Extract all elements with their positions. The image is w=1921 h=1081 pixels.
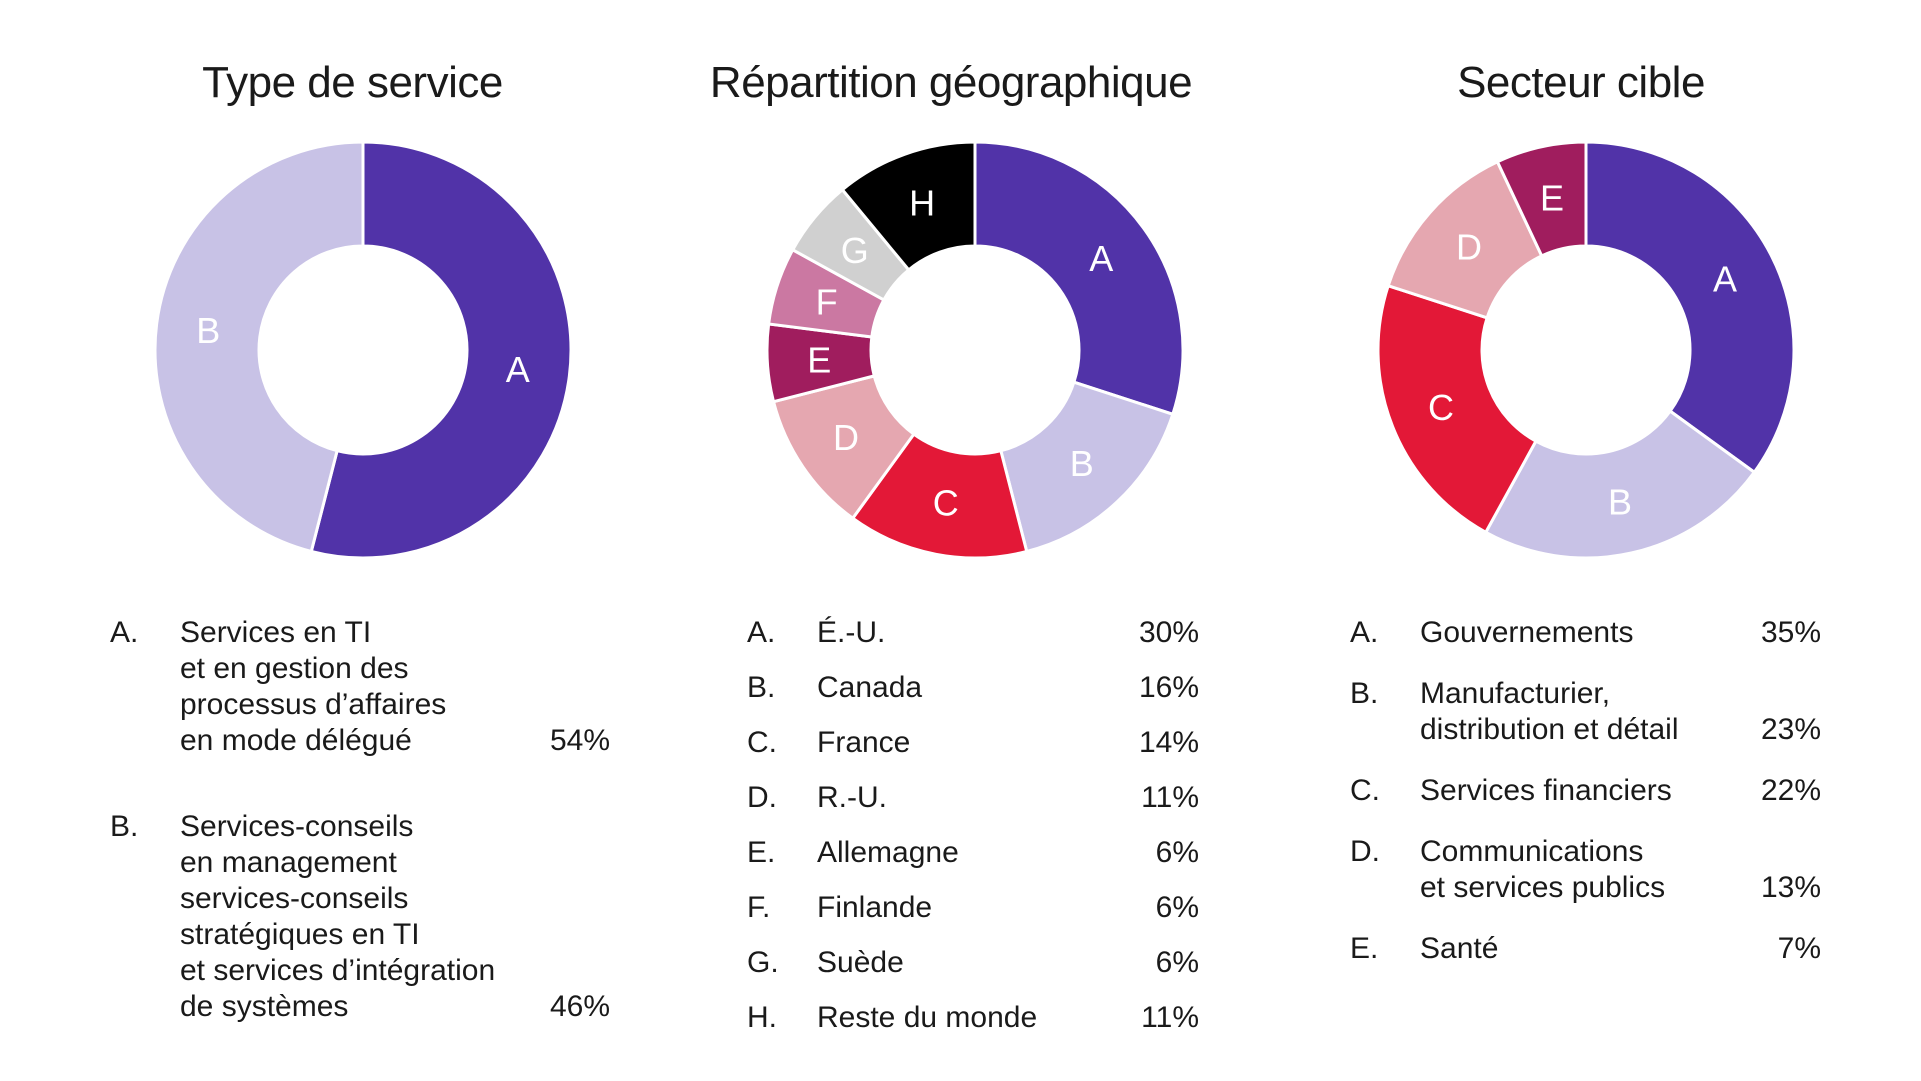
legend-percent: 11%	[1141, 1001, 1199, 1034]
legend-letter: A.	[110, 616, 139, 649]
legend-letter: B.	[110, 810, 139, 843]
legend-letter: E.	[1350, 932, 1379, 965]
chart-title: Secteur cible	[1457, 58, 1705, 107]
legend-label: Reste du monde	[817, 1001, 1038, 1034]
slice-d	[1386, 159, 1544, 320]
legend-row: B. Manufacturier, distribution et détail 2…	[1350, 676, 1821, 748]
slice-label-c: C	[1428, 387, 1454, 428]
legend-letter: C.	[747, 726, 777, 759]
legend-label: Services en TI et en gestion des process…	[180, 616, 447, 757]
legend-percent: 23%	[1760, 713, 1821, 746]
legend-row: A. Gouvernements 35%	[1350, 615, 1821, 651]
slice-b	[1483, 409, 1757, 560]
slice-a	[1584, 140, 1796, 475]
legend-label: R.-U.	[817, 781, 887, 814]
legend-percent: 46%	[549, 990, 610, 1023]
slice-label-g: G	[841, 230, 869, 271]
legend-label: Suède	[817, 946, 904, 979]
legend-row: F. Finlande 6%	[747, 890, 1199, 926]
slice-label-e: E	[1540, 177, 1564, 218]
slice-a	[973, 140, 1185, 417]
slice-label-f: F	[816, 281, 838, 322]
legend-letter: D.	[1350, 835, 1380, 868]
legend-row: A. Services en TI et en gestion des proce…	[110, 615, 610, 759]
legend-label: Canada	[817, 671, 923, 704]
legend-label: Gouvernements	[1420, 616, 1634, 649]
slice-label-d: D	[1456, 226, 1482, 267]
chart-legend: A. Services en TI et en gestion des proce…	[110, 615, 610, 1035]
slice-label-h: H	[909, 183, 935, 224]
legend-label: Services financiers	[1420, 774, 1672, 807]
legend-label: France	[817, 726, 911, 759]
legend-label: Finlande	[817, 891, 933, 924]
legend-row: D. Communications et services publics 13%	[1350, 834, 1821, 906]
legend-percent: 16%	[1138, 671, 1199, 704]
legend-row: B. Services-conseils en management servic…	[110, 809, 610, 1025]
slice-e	[1495, 140, 1588, 258]
legend-letter: C.	[1350, 774, 1380, 807]
chart-title: Type de service	[202, 58, 503, 107]
legend-percent: 6%	[1155, 836, 1199, 869]
legend-percent: 7%	[1777, 932, 1821, 965]
legend-percent: 35%	[1760, 616, 1821, 649]
legend-letter: A.	[747, 616, 776, 649]
slice-b	[153, 140, 365, 554]
legend-percent: 13%	[1760, 871, 1821, 904]
donut-chart: A B C D E	[1376, 140, 1796, 560]
slice-label-d: D	[833, 417, 859, 458]
chart-legend: A. Gouvernements 35% B. Manufacturier, distr…	[1350, 615, 1821, 1015]
legend-percent: 54%	[549, 724, 610, 757]
legend-label: Services-conseils en management services…	[180, 810, 496, 1023]
slice-b	[999, 380, 1175, 554]
legend-percent: 22%	[1760, 774, 1821, 807]
legend-row: B. Canada 16%	[747, 670, 1199, 706]
donut-chart: AB	[153, 140, 573, 560]
legend-row: H. Reste du monde 11%	[747, 1000, 1199, 1036]
legend-row: C. France 14%	[747, 725, 1199, 761]
slice-h	[840, 140, 977, 272]
legend-row: E. Santé 7%	[1350, 931, 1821, 967]
legend-percent: 14%	[1138, 726, 1199, 759]
slice-label-c: C	[933, 483, 959, 524]
chart-legend: A. É.-U. 30% B. Canada 16% C. France 14% D. R.-U. 1…	[747, 615, 1199, 1055]
legend-letter: G.	[747, 946, 779, 979]
legend-percent: 30%	[1138, 616, 1199, 649]
legend-letter: F.	[747, 891, 771, 924]
legend-label: Santé	[1420, 932, 1499, 965]
slice-a	[309, 140, 573, 560]
slice-label-b: B	[1070, 443, 1094, 484]
legend-label: Allemagne	[817, 836, 959, 869]
slice-label-a: A	[1713, 259, 1737, 300]
legend-letter: B.	[1350, 677, 1379, 710]
legend-percent: 6%	[1155, 946, 1199, 979]
legend-percent: 11%	[1141, 781, 1199, 814]
slice-c	[1376, 283, 1538, 535]
chart-title: Répartition géographique	[709, 58, 1193, 107]
legend-row: G. Suède 6%	[747, 945, 1199, 981]
slice-label-e: E	[807, 339, 831, 380]
slice-label-b: B	[196, 310, 220, 351]
chart-panel-secteur-cible: Secteur cible A B C D E A. Gouvernements 35% B.…	[1330, 0, 1830, 1081]
slice-label-a: A	[1089, 238, 1113, 279]
legend-percent: 6%	[1155, 891, 1199, 924]
legend-row: E. Allemagne 6%	[747, 835, 1199, 871]
legend-letter: D.	[747, 781, 777, 814]
legend-letter: H.	[747, 1001, 777, 1034]
legend-letter: B.	[747, 671, 776, 704]
legend-label: É.-U.	[817, 616, 886, 649]
slice-label-a: A	[506, 349, 530, 390]
legend-row: A. É.-U. 30%	[747, 615, 1199, 651]
legend-label: Communications et services publics	[1420, 835, 1666, 904]
legend-letter: A.	[1350, 616, 1379, 649]
legend-label: Manufacturier, distribution et détail	[1420, 677, 1679, 746]
slice-c	[850, 432, 1029, 560]
legend-row: C. Services financiers 22%	[1350, 773, 1821, 809]
slice-label-b: B	[1608, 482, 1632, 523]
legend-row: D. R.-U. 11%	[747, 780, 1199, 816]
legend-letter: E.	[747, 836, 776, 869]
